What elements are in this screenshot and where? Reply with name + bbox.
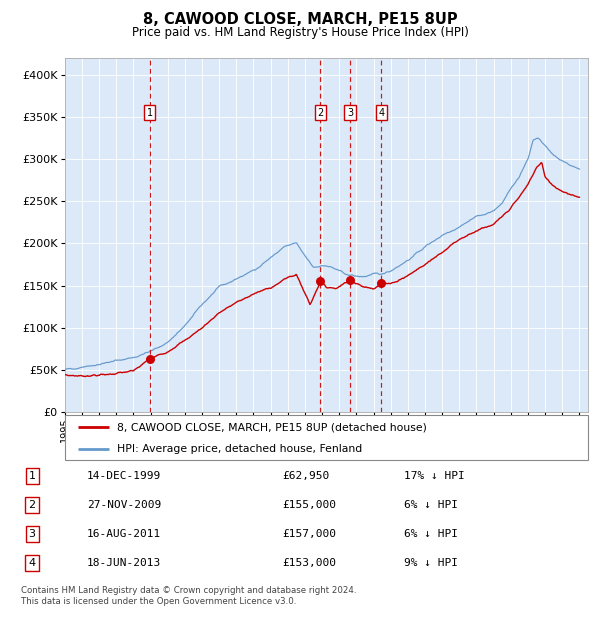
Text: 4: 4 [379,107,385,118]
Text: £62,950: £62,950 [283,471,330,481]
Text: £157,000: £157,000 [283,529,337,539]
Text: This data is licensed under the Open Government Licence v3.0.: This data is licensed under the Open Gov… [21,597,296,606]
Text: Contains HM Land Registry data © Crown copyright and database right 2024.: Contains HM Land Registry data © Crown c… [21,586,356,595]
Text: HPI: Average price, detached house, Fenland: HPI: Average price, detached house, Fenl… [117,445,362,454]
Text: 1: 1 [29,471,35,481]
Text: 27-NOV-2009: 27-NOV-2009 [87,500,161,510]
Text: 4: 4 [29,558,36,569]
Text: £153,000: £153,000 [283,558,337,569]
Text: 3: 3 [347,107,353,118]
Text: 9% ↓ HPI: 9% ↓ HPI [404,558,458,569]
Text: 8, CAWOOD CLOSE, MARCH, PE15 8UP: 8, CAWOOD CLOSE, MARCH, PE15 8UP [143,12,457,27]
Text: 6% ↓ HPI: 6% ↓ HPI [404,500,458,510]
Text: £155,000: £155,000 [283,500,337,510]
Text: 1: 1 [146,107,153,118]
Text: 2: 2 [317,107,323,118]
Text: 8, CAWOOD CLOSE, MARCH, PE15 8UP (detached house): 8, CAWOOD CLOSE, MARCH, PE15 8UP (detach… [117,423,427,433]
Text: 2: 2 [29,500,36,510]
Text: 17% ↓ HPI: 17% ↓ HPI [404,471,464,481]
Text: 3: 3 [29,529,35,539]
Text: Price paid vs. HM Land Registry's House Price Index (HPI): Price paid vs. HM Land Registry's House … [131,26,469,39]
Text: 6% ↓ HPI: 6% ↓ HPI [404,529,458,539]
Text: 18-JUN-2013: 18-JUN-2013 [87,558,161,569]
Text: 14-DEC-1999: 14-DEC-1999 [87,471,161,481]
Text: 16-AUG-2011: 16-AUG-2011 [87,529,161,539]
